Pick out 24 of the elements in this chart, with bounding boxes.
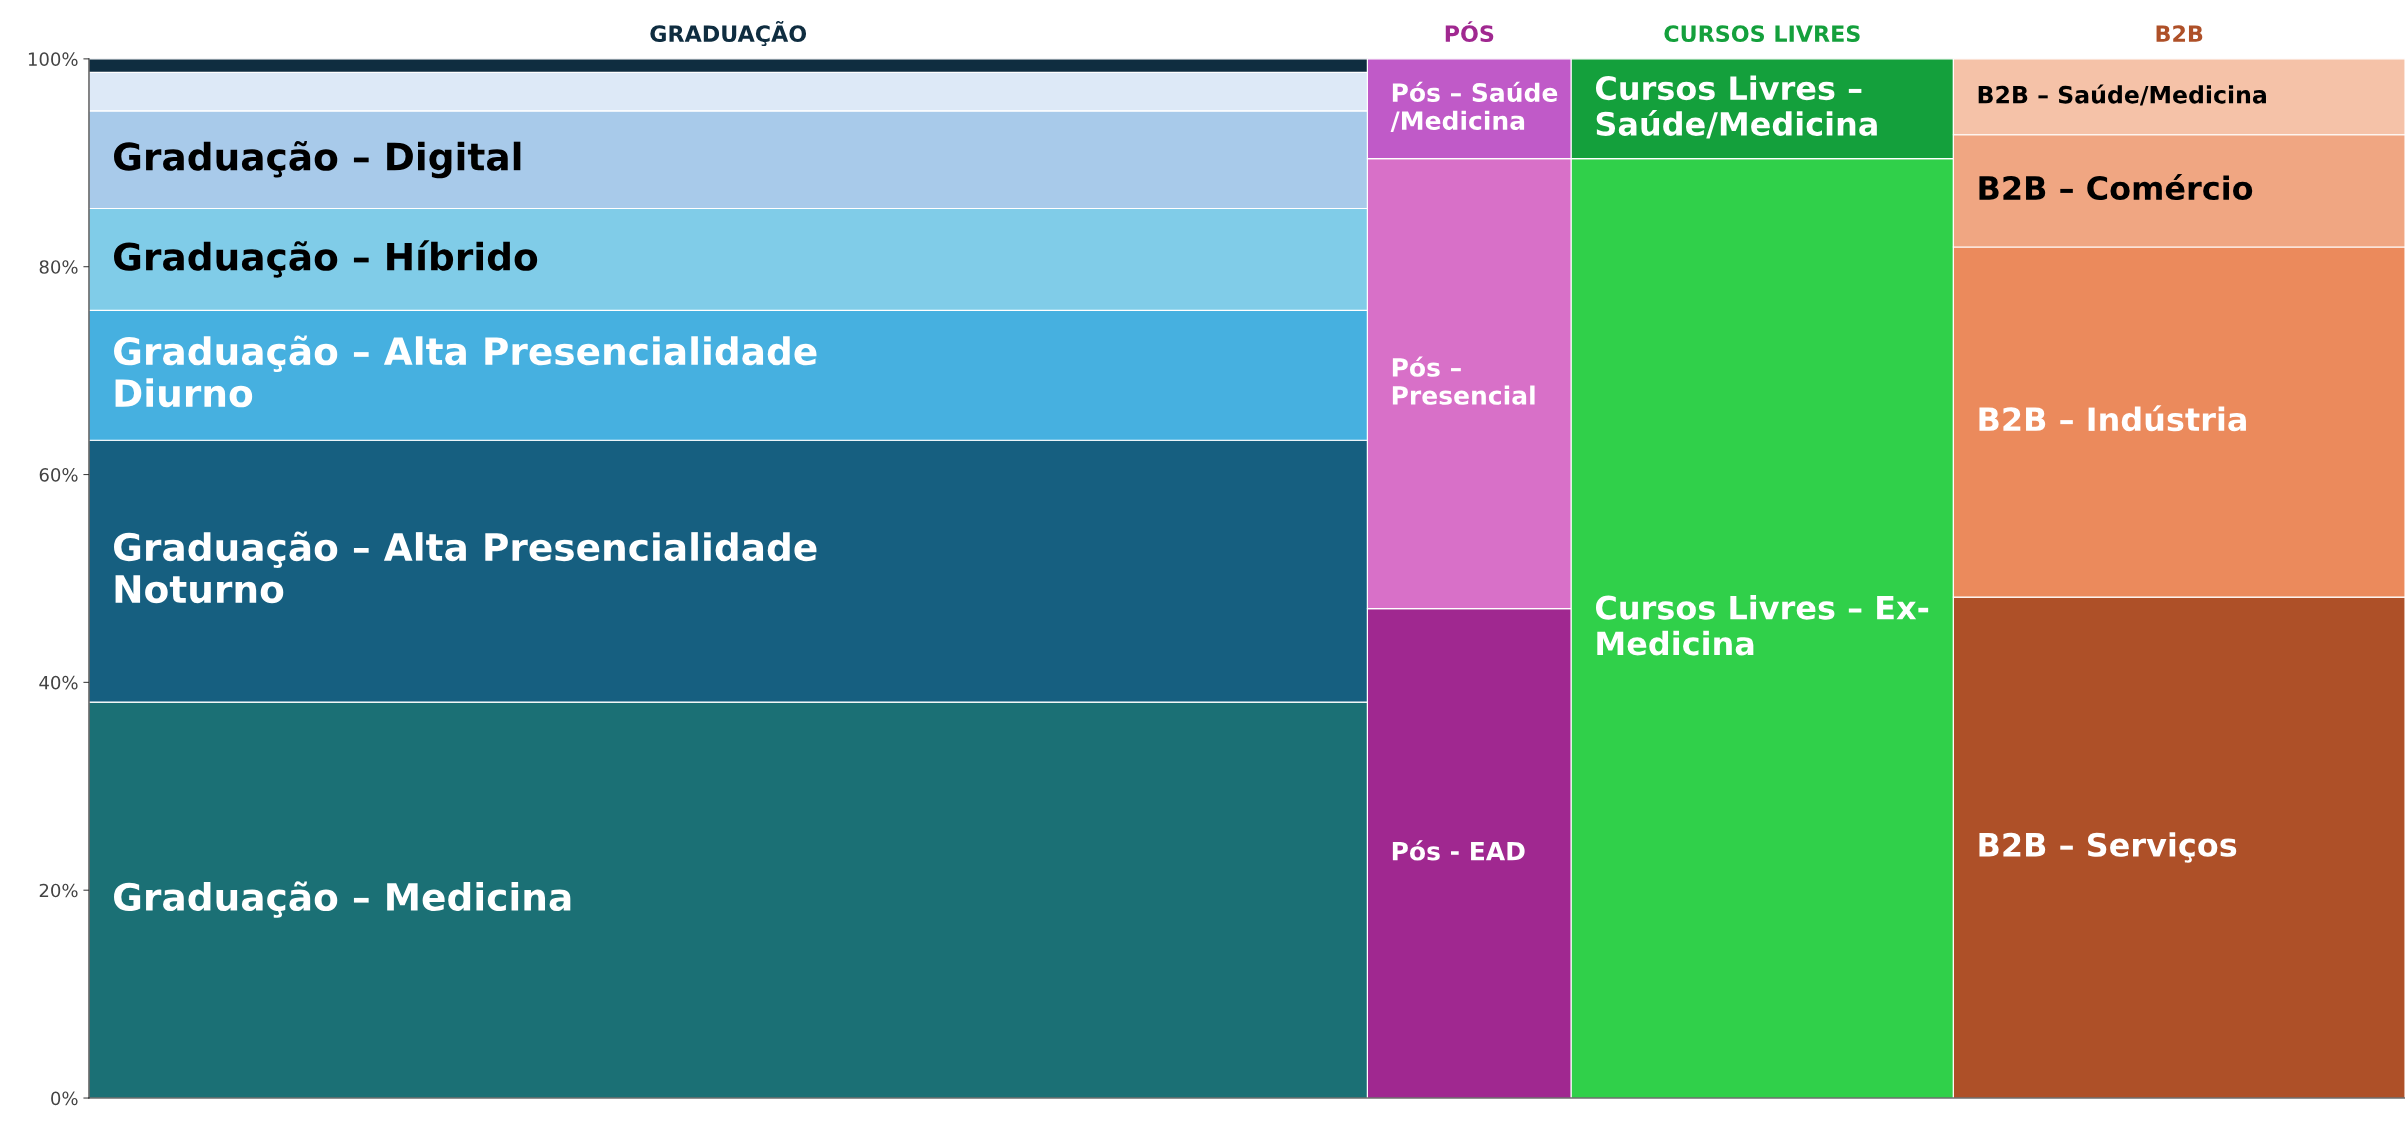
- series-label: Graduação – Híbrido: [114, 240, 538, 278]
- x-tick-label: B2B: [2156, 25, 2203, 42]
- series-label: Pós – Saúde /Medicina: [1390, 81, 1558, 132]
- y-tick-label: 20%: [39, 883, 78, 898]
- series-label: Pós – Presencial: [1392, 356, 1535, 405]
- y-tick-label: 60%: [39, 467, 78, 482]
- series-label: Pós - EAD: [1392, 840, 1525, 861]
- y-tick-label: 80%: [39, 260, 78, 274]
- series-label: B2B – Comércio: [1979, 174, 2253, 201]
- y-tick-label: 100%: [28, 52, 78, 66]
- series-label: Cursos Livres – Ex- Medicina: [1595, 594, 1929, 656]
- series-label: B2B – Serviços: [1979, 832, 2237, 863]
- series-label: Graduação – Medicina: [114, 881, 571, 918]
- y-tick-label: 0%: [51, 1091, 78, 1106]
- series-label: Graduação – Alta Presencialidade Diurno: [114, 335, 817, 408]
- series-label: B2B – Indústria: [1979, 405, 2246, 432]
- series-label: B2B – Saúde/Medicina: [1978, 84, 2266, 106]
- y-tick-label: 40%: [39, 675, 78, 690]
- x-tick-label: PÓS: [1445, 21, 1494, 43]
- x-tick-label: CURSOS LIVRES: [1664, 25, 1860, 43]
- series-label: Cursos Livres – Saúde/Medicina: [1595, 75, 1877, 139]
- series-label: Graduação – Digital: [114, 141, 521, 179]
- x-tick-label: GRADUAÇÃO: [650, 20, 807, 47]
- series-label: Graduação – Alta Presencialidade Noturno: [114, 531, 817, 604]
